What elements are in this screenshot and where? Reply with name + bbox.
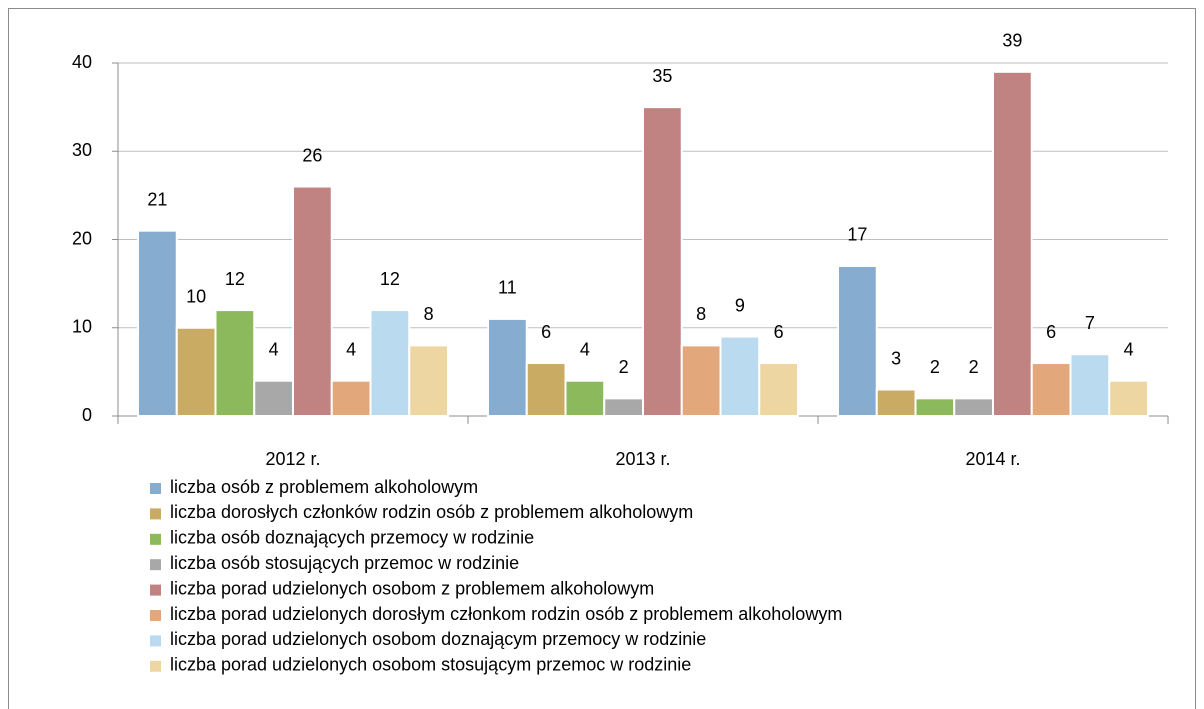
y-tick-label: 30 xyxy=(72,140,92,160)
legend-swatch xyxy=(150,660,161,672)
bar xyxy=(292,185,333,417)
data-label: 26 xyxy=(302,145,322,165)
data-label: 21 xyxy=(147,189,167,209)
data-label: 35 xyxy=(652,66,672,86)
bar xyxy=(992,70,1033,417)
bar xyxy=(408,344,449,417)
bar xyxy=(214,309,256,418)
legend-label: liczba osób doznających przemocy w rodzi… xyxy=(170,528,534,548)
data-label: 8 xyxy=(696,304,706,324)
data-label: 39 xyxy=(1002,31,1022,51)
chart-frame xyxy=(8,8,1196,709)
legend-swatch xyxy=(150,533,161,545)
y-tick-label: 20 xyxy=(72,228,92,248)
data-label: 4 xyxy=(269,339,279,359)
data-label: 2 xyxy=(969,357,979,377)
data-label: 4 xyxy=(346,339,356,359)
data-label: 2 xyxy=(619,357,629,377)
bar xyxy=(564,379,606,418)
bar xyxy=(680,344,722,417)
bar xyxy=(369,309,411,418)
bar xyxy=(719,335,761,418)
legend-swatch xyxy=(150,584,161,596)
legend-swatch xyxy=(150,635,161,647)
bar xyxy=(875,388,917,417)
y-tick-label: 0 xyxy=(82,405,92,425)
bar xyxy=(914,397,956,418)
bar xyxy=(1069,353,1111,418)
bar xyxy=(1108,379,1149,418)
data-label: 4 xyxy=(1124,339,1134,359)
legend-swatch xyxy=(150,508,161,520)
data-label: 3 xyxy=(891,348,901,368)
data-label: 6 xyxy=(541,322,551,342)
data-label: 6 xyxy=(1046,322,1056,342)
bar xyxy=(953,397,994,418)
data-label: 7 xyxy=(1085,313,1095,333)
y-tick-label: 10 xyxy=(72,317,92,337)
bar xyxy=(137,229,178,417)
legend-label: liczba dorosłych członków rodzin osób z … xyxy=(170,502,693,522)
bar xyxy=(837,264,878,417)
data-label: 2 xyxy=(930,357,940,377)
bar xyxy=(525,362,567,417)
x-tick-label: 2014 r. xyxy=(965,449,1020,469)
bar xyxy=(253,379,294,418)
bar xyxy=(603,397,644,418)
data-label: 12 xyxy=(380,269,400,289)
data-label: 11 xyxy=(498,278,517,298)
x-tick-label: 2012 r. xyxy=(265,449,320,469)
bar xyxy=(175,326,217,417)
legend-swatch xyxy=(150,483,161,494)
legend-swatch xyxy=(150,559,161,571)
bar xyxy=(1030,362,1072,417)
legend-label: liczba porad udzielonych osobom doznając… xyxy=(170,629,706,649)
legend-label: liczba osób stosujących przemoc w rodzin… xyxy=(170,553,519,573)
data-label: 10 xyxy=(186,287,206,307)
data-label: 9 xyxy=(735,295,745,315)
x-tick-label: 2013 r. xyxy=(615,449,670,469)
y-tick-label: 40 xyxy=(72,52,92,72)
bar xyxy=(758,362,799,417)
data-label: 17 xyxy=(847,225,867,245)
bar xyxy=(330,379,372,418)
legend-swatch xyxy=(150,610,161,621)
bar xyxy=(642,106,683,417)
data-label: 6 xyxy=(774,322,784,342)
data-label: 12 xyxy=(225,269,245,289)
legend-label: liczba porad udzielonych dorosłym członk… xyxy=(170,604,842,624)
legend-label: liczba osób z problemem alkoholowym xyxy=(170,477,478,497)
data-label: 4 xyxy=(580,339,590,359)
legend-label: liczba porad udzielonych osobom z proble… xyxy=(170,578,654,598)
bar xyxy=(487,317,528,417)
data-label: 8 xyxy=(424,304,434,324)
legend-label: liczba porad udzielonych osobom stosując… xyxy=(170,655,691,675)
